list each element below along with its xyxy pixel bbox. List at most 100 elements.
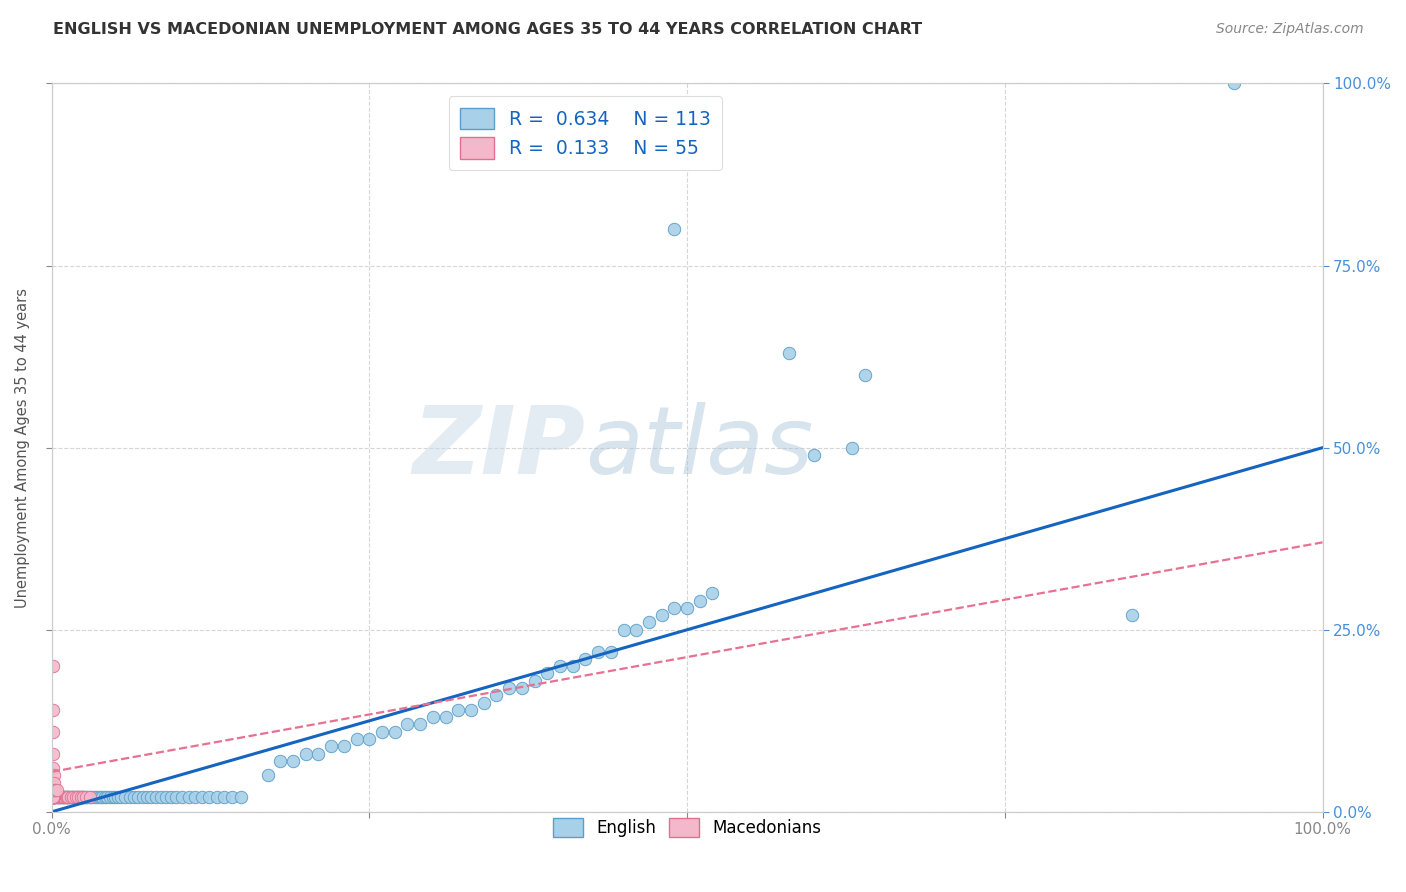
Text: atlas: atlas [585,402,814,493]
Point [689,593,711,607]
Point [198,790,221,805]
Point [447,703,470,717]
Point [52,790,75,805]
Point [42,790,65,805]
Point [574,652,596,666]
Point [89,790,111,805]
Point [120,790,142,805]
Point [229,790,252,805]
Point [107,790,129,805]
Point [65,790,87,805]
Point [184,790,207,805]
Point [42,783,65,797]
Point [45,790,67,805]
Text: Source: ZipAtlas.com: Source: ZipAtlas.com [1216,22,1364,37]
Point [114,790,136,805]
Point [83,790,105,805]
Point [45,790,67,805]
Point [42,790,65,805]
Point [55,790,77,805]
Point [333,739,356,754]
Point [75,790,97,805]
Point [69,790,91,805]
Point [44,790,66,805]
Point [853,368,876,382]
Point [55,790,77,805]
Point [67,790,90,805]
Point [214,790,236,805]
Point [42,790,65,805]
Point [409,717,432,731]
Point [205,790,228,805]
Point [76,790,98,805]
Point [42,790,65,805]
Point [42,790,65,805]
Point [69,790,91,805]
Point [65,790,87,805]
Point [664,222,686,236]
Point [49,790,72,805]
Point [98,790,121,805]
Point [42,790,65,805]
Point [132,790,155,805]
Point [86,790,108,805]
Point [177,790,200,805]
Point [42,790,65,805]
Point [536,666,558,681]
Point [82,790,104,805]
Point [586,645,609,659]
Point [58,790,80,805]
Point [42,790,65,805]
Point [599,645,621,659]
Point [79,790,101,805]
Point [45,783,67,797]
Point [94,790,117,805]
Point [371,724,394,739]
Point [53,790,76,805]
Text: ZIP: ZIP [412,401,585,493]
Point [42,790,65,805]
Point [256,768,278,782]
Point [51,790,73,805]
Point [149,790,172,805]
Point [59,790,82,805]
Y-axis label: Unemployment Among Ages 35 to 44 years: Unemployment Among Ages 35 to 44 years [15,287,30,607]
Point [51,790,73,805]
Point [155,790,177,805]
Point [79,790,101,805]
Point [42,790,65,805]
Point [42,790,65,805]
Point [321,739,343,754]
Point [42,790,65,805]
Point [52,790,75,805]
Point [46,790,69,805]
Point [91,790,114,805]
Point [42,790,65,805]
Point [70,790,93,805]
Point [803,448,825,462]
Point [612,623,634,637]
Point [269,754,291,768]
Point [55,790,77,805]
Point [42,790,65,805]
Point [63,790,86,805]
Point [42,747,65,761]
Point [55,790,77,805]
Point [122,790,145,805]
Point [62,790,84,805]
Point [72,790,94,805]
Point [498,681,520,695]
Point [651,608,673,623]
Point [1222,77,1244,91]
Point [422,710,444,724]
Point [48,790,70,805]
Point [434,710,457,724]
Point [42,659,65,673]
Point [42,790,65,805]
Point [42,790,65,805]
Point [624,623,647,637]
Point [548,659,571,673]
Point [778,346,800,360]
Point [676,601,699,615]
Point [73,790,96,805]
